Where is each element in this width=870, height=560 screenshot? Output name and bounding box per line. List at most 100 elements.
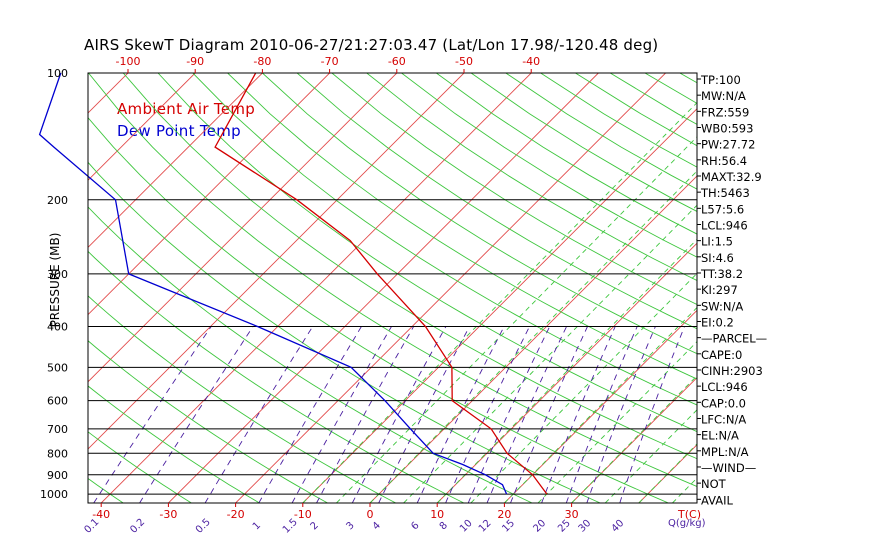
index-label: MPL:N/A — [701, 445, 749, 459]
isotherm-line — [235, 73, 666, 503]
isotherm-line — [100, 73, 532, 503]
index-label: MW:N/A — [701, 89, 746, 103]
index-label: TT:38.2 — [700, 267, 743, 281]
mixing-ratio-line — [139, 326, 254, 503]
chart-title: AIRS SkewT Diagram 2010-06-27/21:27:03.4… — [84, 36, 659, 54]
mixing-ratio-line — [204, 326, 314, 503]
pressure-tick-label: 100 — [47, 67, 68, 80]
index-label: CINH:2903 — [701, 364, 763, 378]
mixing-ratio-line — [416, 326, 505, 503]
index-label: CAPE:0 — [701, 348, 742, 362]
bottom-temp-label: 0 — [367, 508, 374, 521]
pressure-tick-label: 300 — [47, 268, 68, 281]
isotherm-line — [369, 175, 697, 503]
moist-adiabat-line — [537, 340, 697, 503]
mixing-ratio-line — [486, 326, 568, 503]
mixing-ratio-line — [378, 326, 470, 503]
mixing-ratio-label: 4 — [371, 520, 383, 532]
dry-adiabat-line — [88, 385, 260, 503]
dry-adiabat-line — [505, 73, 697, 190]
bottom-temp-label: -30 — [159, 508, 177, 521]
bottom-temp-label: 20 — [497, 508, 511, 521]
mixing-ratio-label: 0.5 — [194, 517, 213, 536]
pressure-tick-label: 400 — [47, 321, 68, 334]
index-label: EI:0.2 — [701, 315, 734, 329]
isotherm-line — [571, 376, 697, 503]
dry-adiabat-line — [331, 73, 697, 305]
dry-adiabat-line — [88, 161, 601, 503]
mixing-ratio-label: 1 — [251, 520, 263, 532]
moist-adiabat-line — [336, 136, 697, 503]
dry-adiabat-line — [88, 295, 397, 503]
top-temp-label: -70 — [321, 55, 339, 68]
index-label: L57:5.6 — [701, 202, 744, 216]
index-label: SW:N/A — [701, 299, 743, 313]
isotherm-line — [0, 73, 61, 503]
dew-point-curve — [38, 72, 508, 495]
moist-adiabat-line — [470, 272, 697, 503]
moist-adiabat-line — [369, 170, 697, 503]
moist-adiabat-line — [403, 204, 697, 503]
index-label: EL:N/A — [701, 429, 739, 443]
mixing-ratio-line — [351, 326, 447, 503]
index-label: AVAIL — [701, 493, 734, 507]
index-label: RH:56.4 — [701, 154, 747, 168]
mixing-ratio-line — [510, 326, 588, 503]
index-label: LCL:946 — [701, 218, 748, 232]
pressure-tick-label: 900 — [47, 469, 68, 482]
mixing-ratio-label: 20 — [531, 518, 548, 535]
dry-adiabat-line — [192, 73, 697, 406]
index-label: MAXT:32.9 — [701, 170, 762, 184]
index-label: —WIND— — [701, 461, 756, 475]
mixing-ratio-label: 8 — [438, 520, 450, 532]
isotherm-line — [88, 73, 196, 181]
mixing-ratio-line — [445, 326, 530, 503]
mixing-ratio-label: 2 — [309, 520, 321, 532]
index-label: —PARCEL— — [701, 332, 767, 346]
index-label: NOT — [701, 477, 727, 491]
legend-dew-point-temp: Dew Point Temp — [117, 122, 242, 140]
top-temp-label: -100 — [116, 55, 141, 68]
mixing-ratio-label: 30 — [577, 518, 594, 535]
index-label: LI:1.5 — [701, 235, 733, 249]
bottom-temp-label: -40 — [92, 508, 110, 521]
index-label: TH:5463 — [700, 186, 750, 200]
bottom-temp-label: 10 — [430, 508, 444, 521]
mixing-ratio-label: 12 — [477, 518, 494, 535]
dry-adiabat-line — [819, 73, 870, 503]
moist-adiabat-line — [302, 102, 697, 503]
mixing-ratio-label: 10 — [458, 518, 475, 535]
index-label: LFC:N/A — [701, 412, 746, 426]
mixing-ratio-line — [316, 326, 414, 503]
isotherm-line — [88, 73, 129, 114]
mixing-ratio-line — [258, 326, 362, 503]
pressure-tick-label: 600 — [47, 395, 68, 408]
top-temp-label: -90 — [186, 55, 204, 68]
dry-adiabat-line — [470, 73, 697, 212]
plot-frame — [87, 72, 698, 504]
dry-adiabat-line — [88, 431, 192, 503]
mixing-ratio-label: 6 — [409, 520, 421, 532]
dry-adiabat-line — [88, 206, 533, 503]
dry-adiabat-line — [122, 73, 697, 460]
mixing-ratio-label: 40 — [610, 518, 627, 535]
mixing-ratio-unit-label: Q(g/kg) — [668, 518, 706, 529]
dry-adiabat-line — [784, 73, 870, 503]
dry-adiabat-line — [366, 73, 697, 282]
pressure-tick-label: 700 — [47, 423, 68, 436]
dry-adiabat-line — [749, 73, 870, 503]
index-label: CAP:0.0 — [701, 396, 746, 410]
mixing-ratio-label: 3 — [344, 520, 356, 532]
top-temp-label: -60 — [388, 55, 406, 68]
dry-adiabat-line — [296, 73, 697, 330]
mixing-ratio-label: 0.2 — [128, 517, 147, 536]
isotherm-line — [88, 73, 465, 450]
mixing-ratio-line — [467, 326, 551, 503]
moist-adiabat-line — [436, 238, 697, 503]
mixing-ratio-line — [565, 326, 638, 503]
isotherm-line — [436, 242, 697, 503]
bottom-temp-label: 30 — [565, 508, 579, 521]
index-label: SI:4.6 — [701, 251, 734, 265]
index-label: KI:297 — [701, 283, 738, 297]
